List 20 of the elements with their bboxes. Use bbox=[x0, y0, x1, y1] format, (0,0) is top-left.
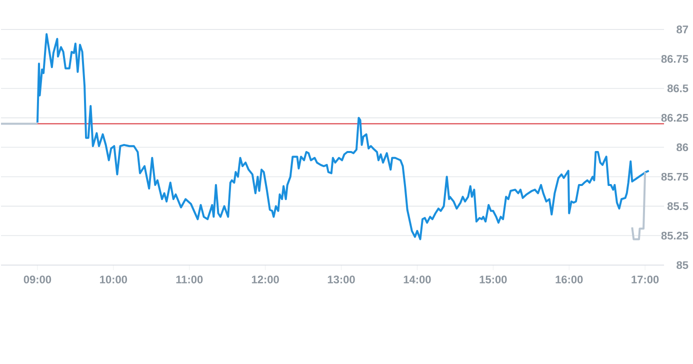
y-tick-label: 86.5 bbox=[667, 84, 688, 92]
y-tick-label: 86.75 bbox=[661, 54, 688, 63]
x-tick-label: 11:00 bbox=[176, 275, 203, 284]
y-tick-label: 85 bbox=[676, 260, 688, 269]
y-tick-label: 85.75 bbox=[661, 172, 688, 180]
y-tick-label: 85.25 bbox=[661, 232, 688, 240]
x-tick-label: 17:00 bbox=[632, 275, 659, 284]
y-tick-label: 87 bbox=[676, 25, 688, 34]
y-tick-label: 85.5 bbox=[667, 202, 688, 210]
x-tick-label: 10:00 bbox=[100, 275, 128, 284]
x-tick-label: 12:00 bbox=[252, 275, 279, 284]
line-series bbox=[631, 170, 646, 240]
x-tick-label: 09:00 bbox=[24, 275, 52, 284]
x-tick-label: 16:00 bbox=[556, 275, 583, 284]
line-series bbox=[36, 32, 650, 240]
x-tick-label: 15:00 bbox=[480, 275, 507, 284]
y-tick-label: 86.25 bbox=[661, 114, 688, 122]
x-tick-label: 13:00 bbox=[328, 275, 355, 284]
y-tick-label: 86 bbox=[676, 143, 688, 151]
x-tick-label: 14:00 bbox=[404, 275, 431, 284]
